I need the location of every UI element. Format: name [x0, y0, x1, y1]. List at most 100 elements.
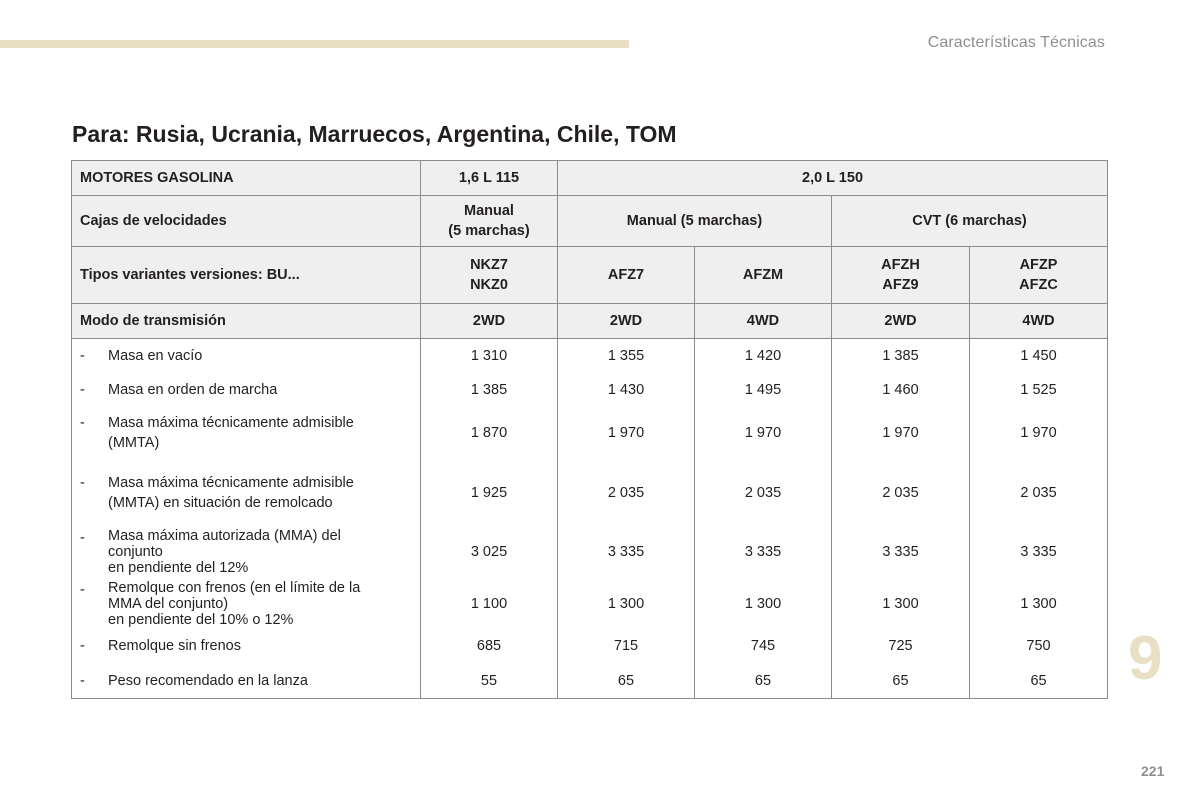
value-cell: 1 385 — [831, 338, 970, 373]
table-row: - Masa en vacío 1 310 1 355 1 420 1 385 1… — [71, 338, 1109, 373]
value-cell: 3 335 — [694, 525, 832, 579]
page-title: Para: Rusia, Ucrania, Marruecos, Argenti… — [72, 121, 677, 147]
value-cell: 2 035 — [557, 459, 695, 526]
value-cell: 1 355 — [557, 338, 695, 373]
transmission-row: Modo de transmisión 2WD 2WD 4WD 2WD 4WD — [71, 303, 1109, 339]
row-dash: - — [80, 347, 85, 364]
row-dash: - — [80, 415, 85, 431]
table-row: - Masa máxima técnicamente admisible (MMTA… — [71, 406, 1109, 460]
row-label-line3: en pendiente del 12% — [108, 560, 249, 576]
table-row: - Remolque sin frenos 685 715 745 725 750 — [71, 628, 1109, 664]
row-label: - Remolque sin frenos — [71, 628, 421, 664]
value-cell: 2 035 — [694, 459, 832, 526]
value-cell: 1 970 — [694, 406, 832, 460]
gearbox-1-line2: (5 marchas) — [448, 223, 530, 239]
gearbox-label: Cajas de velocidades — [71, 195, 421, 247]
row-label-line1: Remolque sin frenos — [108, 638, 241, 654]
transmission-cell: 4WD — [694, 303, 832, 339]
row-label: - Remolque con frenos (en el límite de la… — [71, 578, 421, 629]
variant-cell: AFZ7 — [557, 246, 695, 304]
value-cell: 3 335 — [831, 525, 970, 579]
value-cell: 1 525 — [968, 372, 1109, 407]
table-row: - Peso recomendado en la lanza 55 65 65 6… — [71, 663, 1109, 699]
row-label-line1: Peso recomendado en la lanza — [108, 672, 308, 689]
table-row: - Masa en orden de marcha 1 385 1 430 1 4… — [71, 372, 1109, 407]
variant-line1: AFZM — [742, 267, 784, 283]
variant-cell: AFZP AFZC — [968, 246, 1109, 304]
engines-label: MOTORES GASOLINA — [71, 160, 421, 196]
variant-line1: NKZ7 — [470, 257, 508, 273]
value-cell: 1 495 — [694, 372, 832, 407]
gearbox-1: Manual (5 marchas) — [420, 195, 558, 247]
value-cell: 65 — [968, 663, 1109, 699]
value-cell: 1 300 — [694, 578, 832, 629]
value-cell: 2 035 — [968, 459, 1109, 526]
value-cell: 1 300 — [557, 578, 695, 629]
variant-line1: AFZP — [1019, 257, 1058, 273]
variants-label: Tipos variantes versiones: BU... — [71, 246, 421, 304]
engines-row: MOTORES GASOLINA 1,6 L 115 2,0 L 150 — [71, 160, 1109, 196]
value-cell: 1 925 — [420, 459, 558, 526]
transmission-label: Modo de transmisión — [71, 303, 421, 339]
variant-cell: AFZH AFZ9 — [831, 246, 970, 304]
engine-2: 2,0 L 150 — [556, 160, 1109, 196]
engine-1: 1,6 L 115 — [420, 160, 558, 196]
transmission-cell: 4WD — [968, 303, 1109, 339]
value-cell: 1 430 — [557, 372, 695, 407]
row-label-line2: (MMTA) en situación de remolcado — [108, 494, 333, 511]
value-cell: 1 970 — [831, 406, 970, 460]
value-cell: 1 100 — [420, 578, 558, 629]
row-dash: - — [80, 530, 85, 546]
transmission-cell: 2WD — [557, 303, 695, 339]
value-cell: 1 385 — [420, 372, 558, 407]
value-cell: 685 — [420, 628, 558, 664]
gearbox-2: Manual (5 marchas) — [557, 195, 832, 247]
row-dash: - — [80, 581, 85, 598]
row-label: - Masa en vacío — [71, 338, 421, 373]
value-cell: 1 870 — [420, 406, 558, 460]
value-cell: 1 970 — [968, 406, 1109, 460]
row-label-line2: conjunto — [108, 544, 163, 560]
row-label-line1: Remolque con frenos (en el límite de la — [108, 579, 361, 596]
row-label-line1: Masa en vacío — [108, 347, 203, 364]
specs-table: MOTORES GASOLINA 1,6 L 115 2,0 L 150 Caj… — [71, 160, 1109, 699]
value-cell: 1 460 — [831, 372, 970, 407]
row-label-line1: Masa máxima técnicamente admisible — [108, 415, 354, 431]
row-label-line2: (MMTA) — [108, 435, 160, 451]
row-dash: - — [80, 638, 85, 654]
gearbox-1-line1: Manual — [464, 203, 514, 219]
variant-line1: AFZ7 — [607, 267, 645, 283]
value-cell: 1 970 — [557, 406, 695, 460]
gearbox-row: Cajas de velocidades Manual (5 marchas) … — [71, 195, 1109, 247]
variants-row: Tipos variantes versiones: BU... NKZ7 NKZ… — [71, 246, 1109, 304]
value-cell: 750 — [968, 628, 1109, 664]
row-label: - Peso recomendado en la lanza — [71, 663, 421, 699]
value-cell: 1 420 — [694, 338, 832, 373]
value-cell: 2 035 — [831, 459, 970, 526]
row-dash: - — [80, 672, 85, 689]
variant-line2: AFZ9 — [882, 277, 919, 293]
table-row: - Masa máxima autorizada (MMA) del conjunt… — [71, 525, 1109, 579]
variant-cell: AFZM — [694, 246, 832, 304]
value-cell: 1 300 — [831, 578, 970, 629]
row-label-line1: Masa máxima autorizada (MMA) del — [108, 528, 341, 544]
value-cell: 1 310 — [420, 338, 558, 373]
value-cell: 3 335 — [968, 525, 1109, 579]
gearbox-3: CVT (6 marchas) — [830, 195, 1109, 247]
transmission-cell: 2WD — [420, 303, 558, 339]
row-label-line3: en pendiente del 10% o 12% — [108, 611, 294, 628]
value-cell: 65 — [557, 663, 695, 699]
row-label: - Masa máxima autorizada (MMA) del conjunt… — [71, 525, 421, 579]
row-label-line1: Masa en orden de marcha — [108, 381, 278, 398]
variant-line1: AFZH — [881, 257, 920, 273]
section-header: Características Técnicas — [927, 34, 1105, 51]
value-cell: 3 025 — [420, 525, 558, 579]
value-cell: 55 — [420, 663, 558, 699]
row-dash: - — [80, 474, 85, 491]
value-cell: 745 — [694, 628, 832, 664]
page-number: 221 — [1141, 763, 1165, 779]
row-dash: - — [80, 381, 85, 398]
value-cell: 3 335 — [557, 525, 695, 579]
variant-cell: NKZ7 NKZ0 — [420, 246, 558, 304]
table-row: - Masa máxima técnicamente admisible (MMTA… — [71, 459, 1109, 526]
